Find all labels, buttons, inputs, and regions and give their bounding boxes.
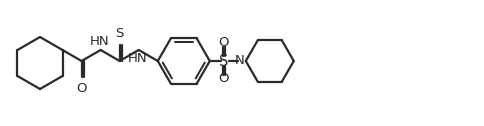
Text: HN: HN xyxy=(90,35,109,48)
Text: S: S xyxy=(219,54,228,69)
Text: HN: HN xyxy=(128,52,148,65)
Text: S: S xyxy=(116,27,124,40)
Text: O: O xyxy=(76,82,87,95)
Text: N: N xyxy=(235,55,244,68)
Text: O: O xyxy=(219,72,229,86)
Text: O: O xyxy=(219,37,229,50)
